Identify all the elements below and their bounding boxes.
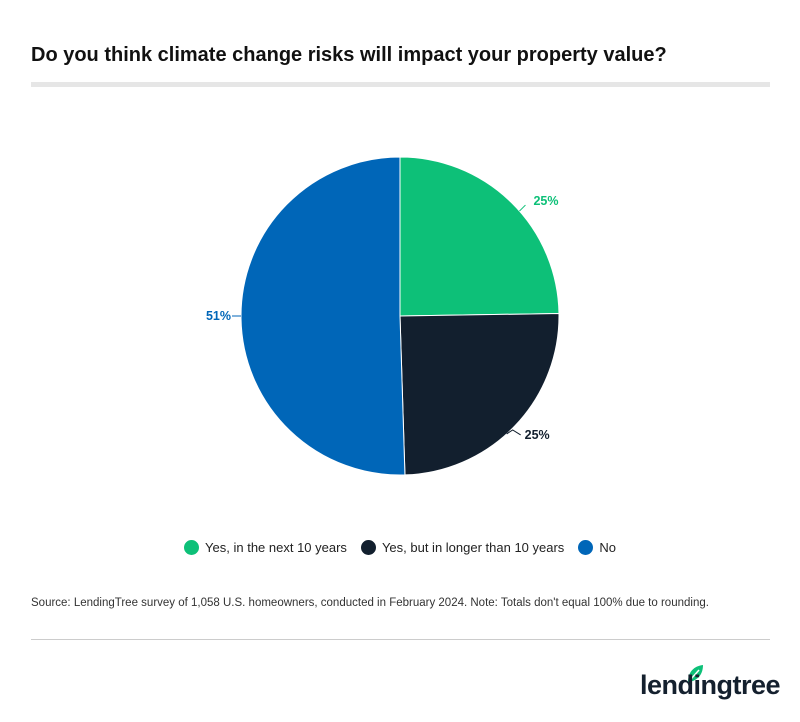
legend: Yes, in the next 10 years Yes, but in lo… [0,540,800,555]
source-note: Source: LendingTree survey of 1,058 U.S.… [31,597,709,609]
pie-chart: 25% 25% 51% [206,156,560,476]
data-label: 25% [533,194,558,208]
data-label: 25% [525,428,550,442]
legend-label: Yes, but in longer than 10 years [381,540,565,555]
pie-slice [399,156,560,317]
footer-divider [31,639,770,640]
pie-slice [399,313,560,476]
legend-swatch [578,540,594,555]
label-leader-line [519,204,526,212]
label-leader-line [506,429,521,436]
data-label: 51% [206,309,231,323]
legend-swatch [360,540,376,555]
logo-text: lendingtree [640,670,781,700]
leaf-icon [688,665,703,682]
title-divider [31,82,770,87]
legend-label: No [599,540,616,555]
chart-title: Do you think climate change risks will i… [31,44,667,66]
legend-swatch [184,540,200,555]
legend-item: Yes, but in longer than 10 years [360,540,565,555]
legend-item: No [578,540,616,555]
legend-item: Yes, in the next 10 years [184,540,347,555]
legend-label: Yes, in the next 10 years [205,540,347,555]
pie-slice [240,156,406,476]
